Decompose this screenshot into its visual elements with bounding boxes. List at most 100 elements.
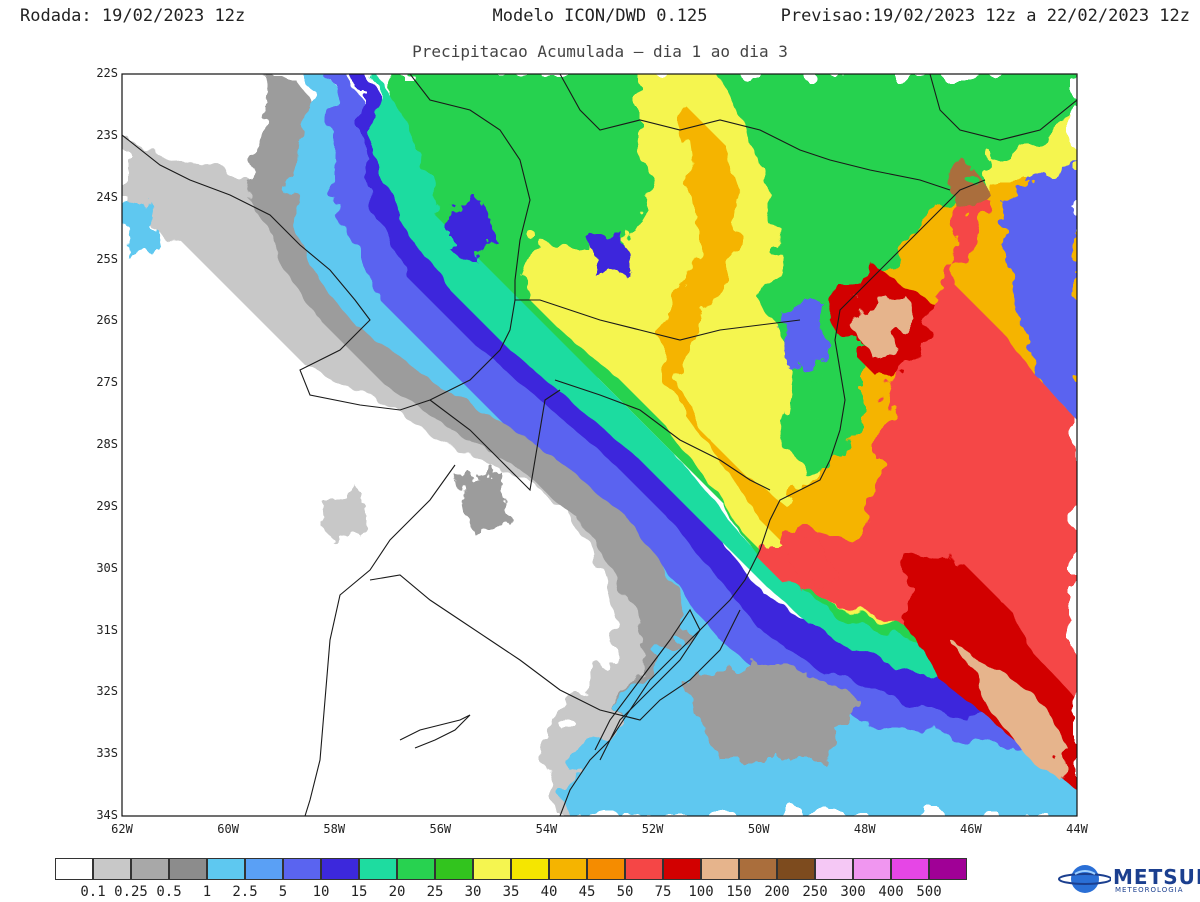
map-subtitle: Precipitacao Acumulada – dia 1 ao dia 3 xyxy=(412,42,788,61)
lat-tick: 26S xyxy=(96,313,118,328)
legend-swatch xyxy=(777,858,815,880)
legend-swatch xyxy=(473,858,511,880)
border-rs-north xyxy=(429,389,561,492)
border-brazil-argentina xyxy=(515,299,801,341)
lat-tick: 22S xyxy=(96,66,118,80)
patch-green-east xyxy=(810,330,860,460)
legend-swatch xyxy=(625,858,663,880)
globe-icon xyxy=(1058,865,1111,893)
logo-sub: METEOROLOGIA xyxy=(1115,886,1184,894)
forecast-value: 19/02/2023 12z a 22/02/2023 12z xyxy=(872,6,1190,26)
lon-tick: 54W xyxy=(535,822,558,836)
lat-tick: 24S xyxy=(96,189,118,204)
lat-tick: 31S xyxy=(96,622,118,637)
legend-label: 500 xyxy=(916,884,942,900)
patch-blue-ne xyxy=(1000,160,1077,420)
legend-label: 200 xyxy=(764,884,790,900)
legend-swatch xyxy=(245,858,283,880)
legend-label: 2.5 xyxy=(232,884,258,900)
legend-label: 25 xyxy=(426,884,444,900)
band-tan-south xyxy=(960,650,1070,780)
lat-tick: 23S xyxy=(96,127,118,142)
lon-tick: 62W xyxy=(111,822,133,836)
legend-swatch xyxy=(511,858,549,880)
legend-swatch xyxy=(701,858,739,880)
legend-swatch xyxy=(93,858,131,880)
legend-label: 5 xyxy=(278,884,288,900)
map-frame xyxy=(121,73,1078,817)
legend-swatch xyxy=(321,858,359,880)
lat-tick: 34S xyxy=(96,808,118,822)
political-borders xyxy=(122,74,1077,816)
legend-swatch xyxy=(435,858,473,880)
legend-swatch xyxy=(283,858,321,880)
lon-tick: 50W xyxy=(747,822,770,836)
header-run: Rodada: 19/02/2023 12z xyxy=(20,6,245,26)
legend-label: 100 xyxy=(688,884,714,900)
lon-tick: 46W xyxy=(960,822,982,836)
legend-swatch xyxy=(891,858,929,880)
lat-tick: 27S xyxy=(96,375,118,390)
legend-swatch xyxy=(207,858,245,880)
legend-label: 0.5 xyxy=(156,884,182,900)
legend-swatch xyxy=(929,858,967,880)
legend-label: 75 xyxy=(654,884,672,900)
legend-swatch xyxy=(169,858,207,880)
coast-south xyxy=(559,179,986,816)
patch-blue-north xyxy=(450,200,495,260)
legend-label: 30 xyxy=(464,884,482,900)
legend-label: 250 xyxy=(802,884,828,900)
legend-label: 40 xyxy=(540,884,558,900)
metsul-logo: METSUL METEOROLOGIA xyxy=(1055,862,1200,896)
legend-swatch xyxy=(359,858,397,880)
lagoon-uruguay xyxy=(399,714,471,749)
legend-swatch xyxy=(853,858,891,880)
legend-swatch xyxy=(815,858,853,880)
lon-tick: 44W xyxy=(1066,822,1088,836)
lat-tick: 32S xyxy=(96,684,118,699)
header-forecast: Previsao:19/02/2023 12z a 22/02/2023 12z xyxy=(781,6,1190,26)
legend-swatch xyxy=(663,858,701,880)
patch-blue-2 xyxy=(590,230,630,280)
lon-tick: 56W xyxy=(429,822,452,836)
run-label: Rodada: xyxy=(20,6,92,26)
lon-tick: 52W xyxy=(641,822,664,836)
patch-grey-west xyxy=(320,490,370,540)
border-rj xyxy=(929,74,1077,141)
header-model: Modelo ICON/DWD 0.125 xyxy=(492,6,708,26)
lat-tick: 30S xyxy=(96,560,118,575)
legend-label: 20 xyxy=(388,884,406,900)
lon-tick: 60W xyxy=(217,822,239,836)
precip-fields xyxy=(122,74,1077,816)
legend-swatch xyxy=(397,858,435,880)
legend-label: 45 xyxy=(578,884,596,900)
patch-red-coast xyxy=(780,530,840,590)
legend-label: 35 xyxy=(502,884,520,900)
logo-name: METSUL xyxy=(1113,865,1200,889)
patch-grey-se xyxy=(680,660,860,760)
forecast-label: Previsao: xyxy=(780,6,873,26)
legend-label: 400 xyxy=(878,884,904,900)
band-tan xyxy=(855,290,915,355)
legend-swatch xyxy=(549,858,587,880)
border-prsc xyxy=(554,379,771,491)
lat-tick: 29S xyxy=(96,498,118,513)
legend-label: 50 xyxy=(616,884,634,900)
legend-label: 150 xyxy=(726,884,752,900)
legend-swatch xyxy=(131,858,169,880)
legend-label: 15 xyxy=(350,884,368,900)
run-value: 19/02/2023 12z xyxy=(101,6,246,26)
border-uruguay xyxy=(304,464,456,816)
patch-grey-west-2 xyxy=(460,470,510,530)
legend-swatch xyxy=(587,858,625,880)
legend-label: 1 xyxy=(202,884,212,900)
legend-label: 0.1 xyxy=(80,884,106,900)
patch-blue-3 xyxy=(780,300,830,370)
lat-tick: 25S xyxy=(96,251,118,266)
legend-swatch xyxy=(739,858,777,880)
legend-label: 0.25 xyxy=(114,884,148,900)
patch-cyan-nw xyxy=(122,200,160,260)
border-sp xyxy=(559,74,951,191)
